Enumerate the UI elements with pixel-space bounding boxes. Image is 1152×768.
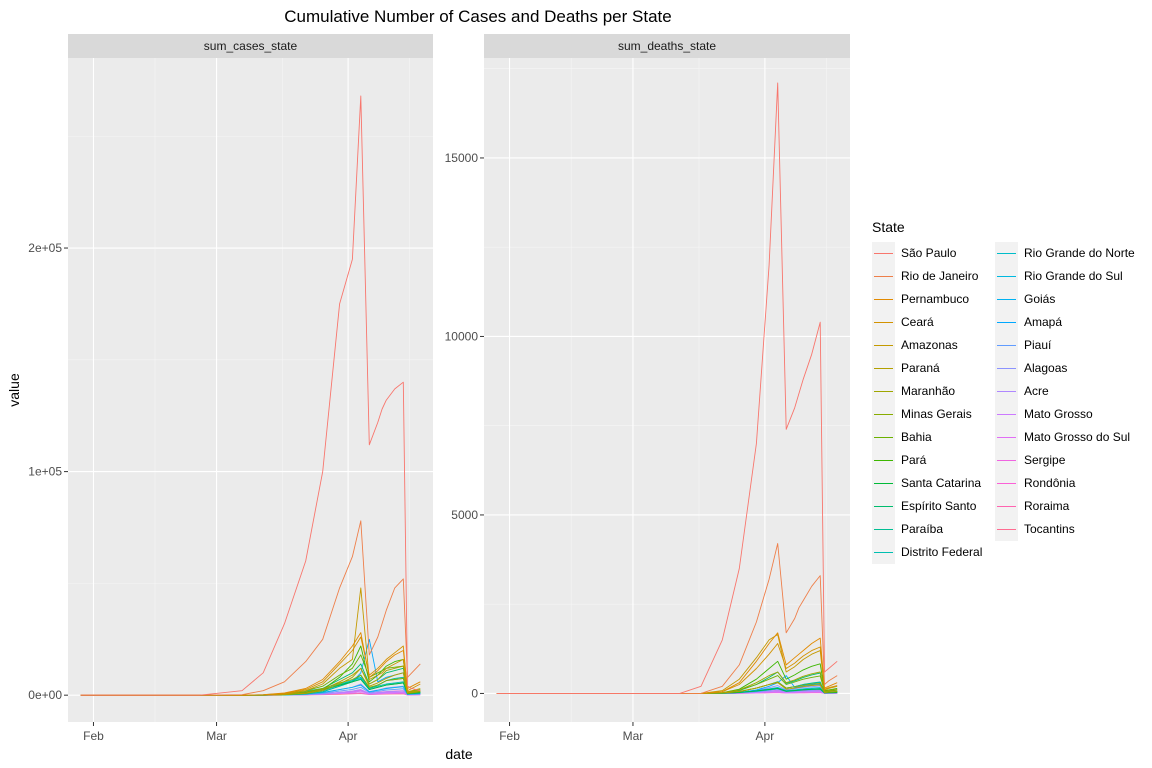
legend-label: Acre	[1024, 384, 1049, 398]
facet-panel-1: sum_deaths_state Feb Mar Apr 0 5000 10000 15000	[445, 34, 850, 743]
chart-title: Cumulative Number of Cases and Deaths pe…	[284, 7, 671, 26]
legend-item: Santa Catarina	[872, 472, 981, 495]
y-tick-label: 2e+05	[28, 241, 62, 255]
legend-item: Tocantins	[995, 518, 1075, 541]
y-tick-label: 10000	[445, 329, 479, 343]
legend-label: Paraná	[901, 361, 940, 375]
legend-label: Distrito Federal	[901, 545, 982, 559]
legend-item: Amapá	[995, 311, 1062, 334]
series-group	[80, 95, 421, 696]
series-line	[80, 632, 421, 696]
legend-label: São Paulo	[901, 246, 957, 260]
legend-item: Alagoas	[995, 357, 1067, 380]
legend-item: Rondônia	[995, 472, 1076, 495]
y-tick-label: 1e+05	[28, 465, 62, 479]
legend-label: Mato Grosso	[1024, 407, 1093, 421]
legend-item: Minas Gerais	[872, 403, 972, 426]
legend-item: Paraná	[872, 357, 940, 380]
series-group	[496, 82, 838, 694]
legend-item: Piauí	[995, 334, 1052, 357]
legend-item: Pará	[872, 449, 927, 472]
y-tick-label: 0	[471, 686, 478, 700]
legend-item: Rio de Janeiro	[872, 265, 979, 288]
facet-strip-label: sum_deaths_state	[618, 39, 716, 53]
x-tick-label: Mar	[623, 729, 644, 743]
legend-label: Espírito Santo	[901, 499, 977, 513]
facet-strip	[484, 34, 850, 58]
legend-label: Mato Grosso do Sul	[1024, 430, 1130, 444]
series-line	[496, 543, 838, 694]
x-tick-label: Mar	[206, 729, 227, 743]
legend-label: Pernambuco	[901, 292, 969, 306]
legend-label: Maranhão	[901, 384, 955, 398]
x-axis-title: date	[445, 746, 472, 762]
plot-background	[484, 58, 850, 722]
legend-title: State	[872, 219, 905, 235]
legend-label: Paraíba	[901, 522, 943, 536]
x-tick-label: Feb	[83, 729, 104, 743]
y-tick-label: 5000	[451, 508, 478, 522]
legend-item: Rio Grande do Sul	[995, 265, 1123, 288]
legend-label: Ceará	[901, 315, 934, 329]
legend-item: Maranhão	[872, 380, 955, 403]
legend-item: Distrito Federal	[872, 541, 982, 564]
legend-item: Ceará	[872, 311, 934, 334]
plot-background	[68, 58, 433, 722]
x-tick-label: Apr	[756, 729, 775, 743]
legend-label: Amapá	[1024, 315, 1062, 329]
legend-label: Pará	[901, 453, 927, 467]
y-tick-label: 15000	[445, 151, 479, 165]
series-line	[496, 82, 838, 694]
legend-item: Pernambuco	[872, 288, 969, 311]
legend-item: Goiás	[995, 288, 1055, 311]
legend-item: Acre	[995, 380, 1049, 403]
legend-label: Santa Catarina	[901, 476, 981, 490]
legend-label: Bahia	[901, 430, 932, 444]
legend-item: Mato Grosso	[995, 403, 1093, 426]
x-tick-label: Apr	[339, 729, 358, 743]
legend-label: Piauí	[1024, 338, 1052, 352]
legend-item: Espírito Santo	[872, 495, 977, 518]
facet-panel-0: sum_cases_state Feb Mar Apr 0e+00 1e+05 2e+05	[28, 34, 433, 743]
legend-item: Bahia	[872, 426, 932, 449]
legend-label: Goiás	[1024, 292, 1055, 306]
series-line	[80, 95, 421, 696]
series-line	[80, 520, 421, 696]
legend-label: Roraima	[1024, 499, 1070, 513]
legend-item: Amazonas	[872, 334, 958, 357]
legend: State São Paulo Rio de Janeiro Pernambuco C…	[872, 219, 1135, 564]
legend-label: Alagoas	[1024, 361, 1067, 375]
facet-strip	[68, 34, 433, 58]
y-axis-title: value	[6, 373, 22, 407]
legend-item: Rio Grande do Norte	[995, 242, 1135, 265]
facet-strip-label: sum_cases_state	[204, 39, 298, 53]
x-tick-label: Feb	[499, 729, 520, 743]
legend-label: Rio de Janeiro	[901, 269, 979, 283]
legend-item: São Paulo	[872, 242, 957, 265]
legend-item: Sergipe	[995, 449, 1066, 472]
legend-label: Rio Grande do Sul	[1024, 269, 1123, 283]
legend-label: Minas Gerais	[901, 407, 972, 421]
legend-label: Amazonas	[901, 338, 958, 352]
legend-label: Rondônia	[1024, 476, 1076, 490]
legend-label: Sergipe	[1024, 453, 1066, 467]
y-tick-label: 0e+00	[28, 688, 62, 702]
legend-label: Rio Grande do Norte	[1024, 246, 1135, 260]
legend-item: Paraíba	[872, 518, 943, 541]
legend-item: Mato Grosso do Sul	[995, 426, 1130, 449]
legend-label: Tocantins	[1024, 522, 1075, 536]
legend-item: Roraima	[995, 495, 1070, 518]
